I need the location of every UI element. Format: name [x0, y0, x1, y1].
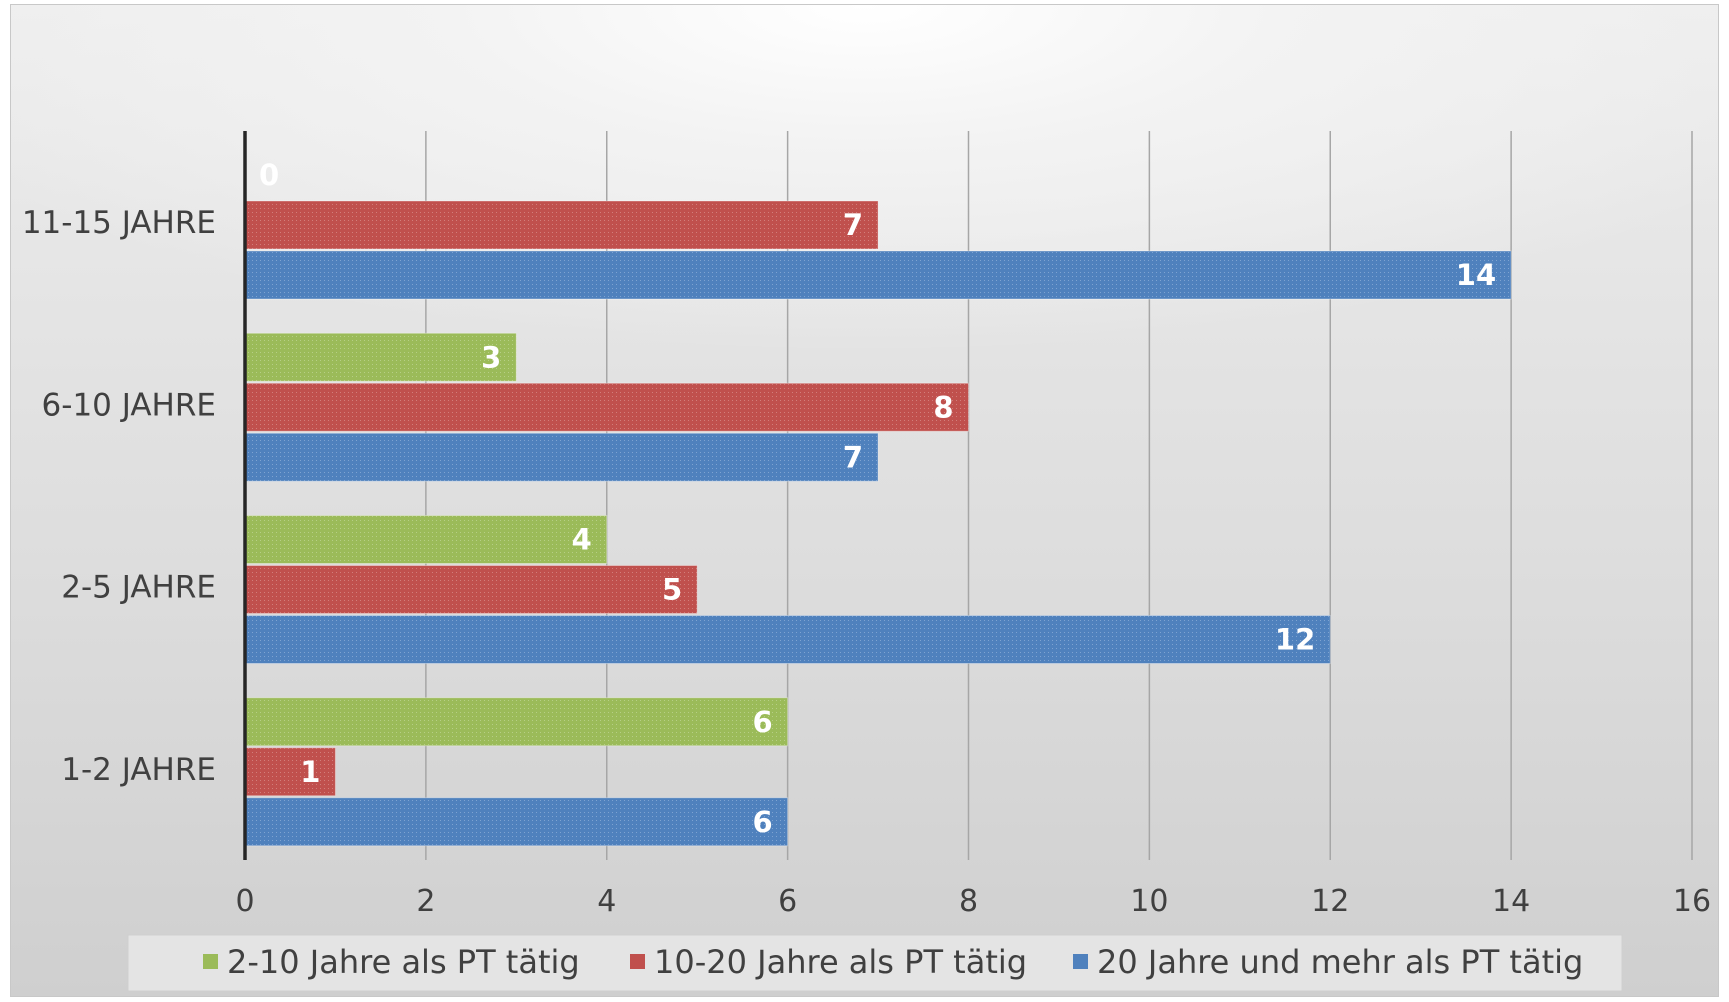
x-tick-label: 8: [959, 884, 978, 919]
legend-swatch: [1073, 954, 1088, 969]
bar: [244, 200, 879, 250]
data-label: 3: [481, 340, 501, 374]
bar: [244, 747, 336, 797]
x-tick-label: 2: [416, 884, 435, 919]
legend-entry: 10-20 Jahre als PT tätig: [654, 943, 1027, 981]
bar: [244, 565, 698, 614]
x-tick-label: 4: [597, 884, 616, 919]
category-label: 1-2 JAHRE: [61, 752, 216, 788]
bar: [244, 615, 1331, 664]
category-label: 6-10 JAHRE: [42, 387, 216, 423]
legend-swatch: [630, 954, 645, 969]
category-label: 11-15 JAHRE: [22, 205, 216, 241]
legend-box: [127, 934, 1623, 992]
category-label: 2-5 JAHRE: [61, 570, 216, 606]
bars: 0 7 14 3 8 7 4 5 12 6 1 6: [244, 158, 1512, 847]
x-tick-label: 10: [1130, 884, 1168, 919]
legend-entry: 20 Jahre und mehr als PT tätig: [1097, 943, 1583, 981]
legend-swatch: [203, 954, 218, 969]
data-label: 1: [300, 755, 320, 789]
bar: [244, 515, 608, 564]
x-tick-label: 12: [1311, 884, 1349, 919]
bar: [244, 697, 789, 747]
legend-entry: 2-10 Jahre als PT tätig: [227, 943, 580, 981]
data-label: 12: [1275, 623, 1315, 657]
bar: [244, 382, 969, 432]
data-label: 0: [259, 158, 279, 192]
data-label: 14: [1456, 258, 1496, 292]
x-tick-label: 16: [1673, 884, 1711, 919]
bar: [244, 250, 1512, 300]
bar: [244, 797, 789, 847]
data-label: 4: [572, 523, 592, 557]
data-label: 5: [662, 573, 682, 607]
data-label: 6: [752, 805, 772, 839]
bar: [244, 432, 879, 482]
data-label: 7: [843, 208, 863, 242]
data-label: 8: [933, 390, 953, 424]
x-tick-label: 0: [235, 884, 254, 919]
data-label: 6: [752, 705, 772, 739]
data-label: 7: [843, 440, 863, 474]
x-tick-label: 14: [1492, 884, 1530, 919]
x-tick-label: 6: [778, 884, 797, 919]
legend: 2-10 Jahre als PT tätig 10-20 Jahre als P…: [127, 934, 1623, 992]
bar: [244, 332, 517, 382]
